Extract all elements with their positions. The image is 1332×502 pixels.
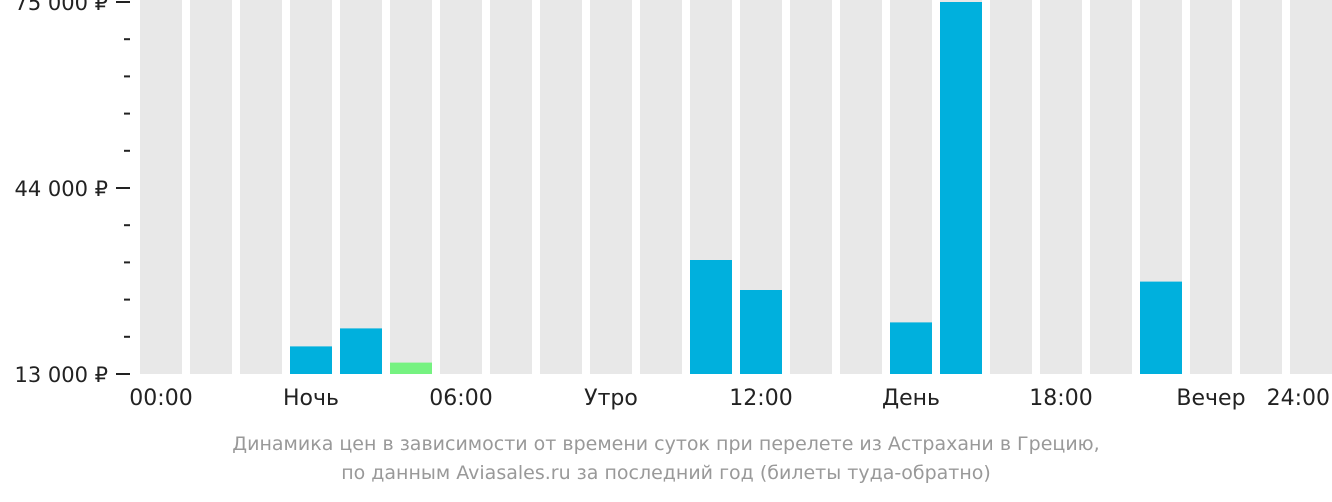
y-tick-label: 44 000 ₽ <box>14 177 108 201</box>
bar-1100[interactable] <box>690 260 732 374</box>
x-tick-label: Утро <box>584 386 638 411</box>
hour-column-bg-21 <box>1190 0 1232 374</box>
chart-caption-line-2: по данным Aviasales.ru за последний год … <box>341 462 991 484</box>
hour-column-bg-9 <box>590 0 632 374</box>
hour-column-bg-6 <box>440 0 482 374</box>
bar-0300[interactable] <box>290 346 332 374</box>
y-axis: 13 000 ₽ 44 000 ₽ 75 000 ₽ <box>14 0 130 387</box>
x-axis: 00:00 Ночь 06:00 Утро 12:00 День 18:00 Вечер 24:… <box>129 386 1330 411</box>
x-tick-label: Вечер <box>1176 386 1245 411</box>
hour-column-bg-22 <box>1240 0 1282 374</box>
hour-column-bg-3 <box>290 0 332 374</box>
hour-column-bg-13 <box>790 0 832 374</box>
bars <box>290 2 1182 374</box>
bar-1200[interactable] <box>740 290 782 374</box>
bar-2000[interactable] <box>1140 281 1182 374</box>
hour-column-bg-17 <box>990 0 1032 374</box>
hour-column-bg-14 <box>840 0 882 374</box>
hour-column-bg-19 <box>1090 0 1132 374</box>
hour-column-bg-23 <box>1290 0 1332 374</box>
hour-column-bg-5 <box>390 0 432 374</box>
hour-column-bg-18 <box>1040 0 1082 374</box>
bar-0500[interactable] <box>390 362 432 374</box>
x-tick-label: 06:00 <box>429 386 492 411</box>
x-tick-label: День <box>882 386 940 411</box>
bar-1500[interactable] <box>890 322 932 374</box>
price-by-hour-chart: 13 000 ₽ 44 000 ₽ 75 000 ₽ 00:00 Ночь 06:00 У… <box>14 0 1332 411</box>
y-tick-label: 75 000 ₽ <box>14 0 108 15</box>
hour-column-bg-1 <box>190 0 232 374</box>
bar-1600[interactable] <box>940 2 982 374</box>
hour-column-bg-7 <box>490 0 532 374</box>
hour-column-bg-2 <box>240 0 282 374</box>
hour-column-bg-4 <box>340 0 382 374</box>
x-tick-label: 18:00 <box>1029 386 1092 411</box>
x-tick-label: 12:00 <box>729 386 792 411</box>
hour-column-bg-15 <box>890 0 932 374</box>
hour-column-bg-0 <box>140 0 182 374</box>
bar-0400[interactable] <box>340 328 382 374</box>
x-tick-label: 24:00 <box>1267 386 1330 411</box>
chart-caption-line-1: Динамика цен в зависимости от времени су… <box>232 433 1100 455</box>
hour-column-bg-10 <box>640 0 682 374</box>
x-tick-label: Ночь <box>283 386 339 411</box>
x-tick-label: 00:00 <box>129 386 192 411</box>
hour-column-bg-8 <box>540 0 582 374</box>
y-tick-label: 13 000 ₽ <box>14 363 108 387</box>
